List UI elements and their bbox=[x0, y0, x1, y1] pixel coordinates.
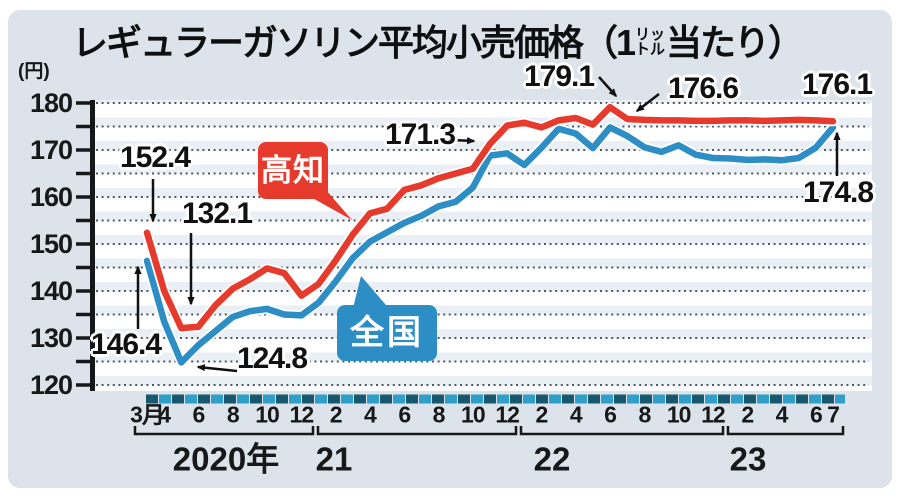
x-axis-month-label: 10 bbox=[666, 401, 692, 428]
y-axis-unit-label: (円) bbox=[18, 61, 50, 82]
x-axis-month-label: 3月 bbox=[130, 401, 165, 428]
series-label-zenkoku-text: 全国 bbox=[350, 314, 424, 352]
data-point-label: 176.6 bbox=[667, 72, 739, 105]
x-axis-month-label: 7 bbox=[827, 401, 840, 428]
x-axis-month-label: 12 bbox=[495, 401, 520, 428]
x-axis-month-label: 6 bbox=[604, 401, 617, 428]
y-axis-tick-label: 170 bbox=[29, 135, 73, 165]
data-point-label: 124.8 bbox=[236, 342, 308, 375]
data-point-label: 174.8 bbox=[802, 176, 874, 209]
liter-unit-stacked: リッ トル bbox=[635, 27, 665, 58]
y-axis-tick-label: 140 bbox=[29, 276, 73, 306]
y-axis-tick-label: 150 bbox=[29, 229, 73, 259]
x-axis-month-label: 6 bbox=[192, 401, 206, 428]
x-axis-month-label: 4 bbox=[158, 401, 171, 428]
data-point-label: 132.1 bbox=[181, 197, 253, 230]
x-axis-year-label: 2020年 bbox=[172, 440, 280, 478]
y-axis-tick-label: 120 bbox=[29, 370, 73, 400]
x-axis-month-label: 10 bbox=[461, 401, 486, 428]
data-point-label: 152.4 bbox=[119, 141, 191, 174]
series-label-zenkoku: 全国 bbox=[337, 305, 437, 361]
x-axis-month-label: 10 bbox=[255, 401, 280, 428]
x-axis-month-label: 2 bbox=[329, 401, 343, 428]
series-label-kochi-text: 高知 bbox=[261, 153, 325, 188]
series-label-kochi: 高知 bbox=[258, 142, 328, 199]
data-point-label: 171.3 bbox=[384, 118, 456, 151]
x-axis-month-label: 6 bbox=[398, 401, 411, 428]
y-axis-tick-label: 130 bbox=[29, 323, 73, 353]
data-point-label: 146.4 bbox=[90, 328, 162, 361]
x-axis-month-label: 8 bbox=[638, 401, 651, 428]
y-axis-tick-label: 180 bbox=[29, 88, 73, 118]
liter-unit-top: リッ bbox=[635, 26, 666, 44]
x-axis-month-label: 2 bbox=[535, 401, 549, 428]
x-axis-month-label: 4 bbox=[364, 401, 377, 428]
data-point-label: 179.1 bbox=[523, 60, 595, 93]
chart-title-suffix: 当たり） bbox=[666, 22, 804, 63]
x-axis-month-label: 4 bbox=[569, 401, 583, 428]
data-point-label: 176.1 bbox=[801, 68, 873, 101]
liter-unit-bottom: トル bbox=[635, 41, 666, 59]
x-axis-year-label: 23 bbox=[729, 440, 767, 478]
x-axis-year-label: 22 bbox=[533, 440, 571, 478]
chart-title: レギュラーガソリン平均小売価格（1 リッ トル 当たり） bbox=[72, 14, 804, 66]
chart-title-prefix: レギュラーガソリン平均小売価格（1 bbox=[72, 22, 636, 63]
x-axis-month-label: 4 bbox=[775, 401, 789, 428]
y-axis-tick-label: 160 bbox=[29, 182, 73, 212]
x-axis-month-label: 8 bbox=[226, 401, 240, 428]
x-axis-month-label: 6 bbox=[809, 401, 823, 428]
x-axis-month-label: 12 bbox=[701, 401, 726, 428]
x-axis-year-label: 21 bbox=[315, 440, 353, 478]
x-axis-month-label: 12 bbox=[289, 401, 315, 428]
x-axis-month-label: 2 bbox=[741, 401, 754, 428]
x-axis-month-label: 8 bbox=[432, 401, 446, 428]
